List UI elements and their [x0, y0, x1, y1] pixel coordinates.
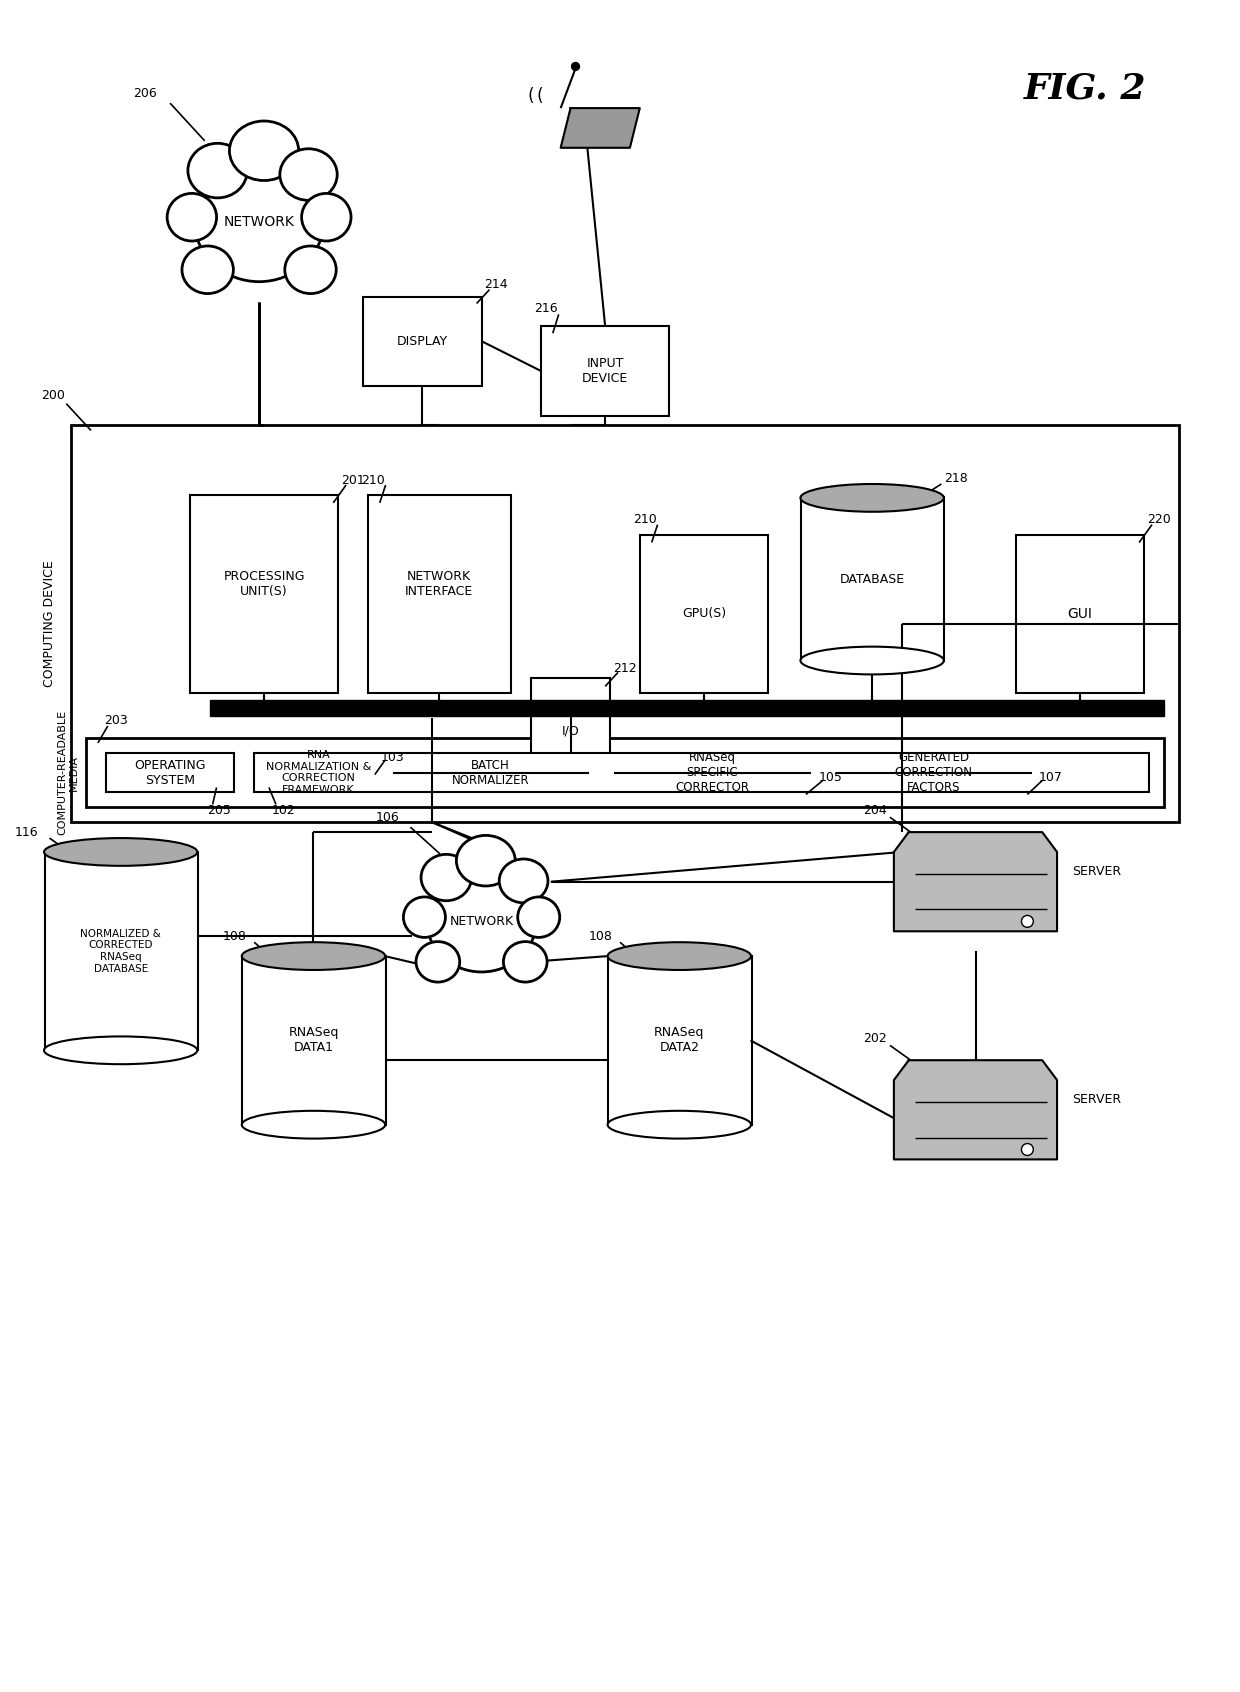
Text: 103: 103 [381, 751, 404, 765]
Text: BATCH
NORMALIZER: BATCH NORMALIZER [451, 758, 529, 787]
Text: NETWORK
INTERFACE: NETWORK INTERFACE [405, 570, 474, 599]
Text: FIG. 2: FIG. 2 [1023, 71, 1146, 105]
Text: COMPUTER-READABLE
MEDIA: COMPUTER-READABLE MEDIA [57, 711, 79, 836]
Bar [242, 956, 386, 1125]
Text: DISPLAY: DISPLAY [397, 335, 448, 347]
Bar [531, 678, 610, 782]
Bar [210, 700, 1164, 716]
Text: 108: 108 [222, 929, 247, 942]
Bar [71, 425, 1179, 822]
Text: 107: 107 [1038, 772, 1063, 783]
Text: RNASeq
DATA1: RNASeq DATA1 [288, 1027, 339, 1054]
Ellipse shape [801, 484, 944, 511]
Text: 202: 202 [863, 1032, 887, 1046]
Text: GENERATED
CORRECTION
FACTORS: GENERATED CORRECTION FACTORS [894, 751, 972, 794]
Text: NETWORK: NETWORK [450, 915, 513, 927]
Text: 206: 206 [134, 86, 157, 100]
Text: 102: 102 [272, 804, 295, 817]
Ellipse shape [188, 144, 247, 198]
Ellipse shape [280, 149, 337, 200]
Ellipse shape [608, 942, 751, 970]
Bar [86, 738, 1164, 807]
Text: 204: 204 [863, 804, 887, 817]
Ellipse shape [242, 942, 386, 970]
Polygon shape [560, 108, 640, 147]
Bar [368, 494, 511, 694]
Text: COMPUTING DEVICE: COMPUTING DEVICE [43, 560, 56, 687]
Bar [640, 535, 769, 694]
Bar [105, 753, 234, 792]
Ellipse shape [518, 897, 559, 937]
Circle shape [1022, 1144, 1033, 1156]
Text: RNASeq
DATA2: RNASeq DATA2 [655, 1027, 704, 1054]
Ellipse shape [229, 122, 299, 181]
Circle shape [1022, 915, 1033, 927]
Ellipse shape [422, 854, 471, 900]
Text: NETWORK: NETWORK [223, 215, 295, 228]
Text: RNA
NORMALIZATION &
CORRECTION
FRAMEWORK: RNA NORMALIZATION & CORRECTION FRAMEWORK [265, 750, 371, 795]
Bar [190, 494, 339, 694]
Text: 210: 210 [632, 513, 657, 526]
Ellipse shape [45, 838, 197, 866]
Ellipse shape [503, 942, 547, 981]
Ellipse shape [500, 860, 548, 904]
Ellipse shape [801, 646, 944, 675]
Text: SERVER: SERVER [1073, 1093, 1121, 1107]
Bar [363, 296, 481, 386]
Text: GPU(S): GPU(S) [682, 607, 727, 621]
Ellipse shape [301, 193, 351, 240]
Text: 218: 218 [945, 472, 968, 484]
Polygon shape [894, 832, 1056, 931]
Bar [45, 853, 198, 1051]
Text: 210: 210 [361, 474, 384, 487]
Ellipse shape [285, 245, 336, 294]
Text: 214: 214 [485, 277, 508, 291]
Ellipse shape [403, 897, 445, 937]
Text: I/O: I/O [562, 724, 579, 738]
Ellipse shape [427, 871, 536, 971]
Text: 201: 201 [341, 474, 365, 487]
Text: OPERATING
SYSTEM: OPERATING SYSTEM [134, 758, 206, 787]
Polygon shape [894, 1061, 1056, 1159]
Bar [1016, 535, 1145, 694]
Text: 212: 212 [613, 662, 637, 675]
Bar [541, 327, 670, 416]
Ellipse shape [415, 942, 460, 981]
Text: 216: 216 [534, 301, 558, 315]
Text: 220: 220 [1147, 513, 1171, 526]
Circle shape [572, 63, 579, 71]
Ellipse shape [456, 836, 515, 887]
Text: 203: 203 [104, 714, 128, 726]
Ellipse shape [608, 1112, 751, 1139]
Ellipse shape [242, 1112, 386, 1139]
Text: ((: (( [526, 88, 546, 105]
Text: RNASeq
SPECIFIC
CORRECTOR: RNASeq SPECIFIC CORRECTOR [675, 751, 749, 794]
Ellipse shape [167, 193, 217, 240]
Bar [254, 753, 1149, 792]
Text: 106: 106 [376, 810, 399, 824]
Text: INPUT
DEVICE: INPUT DEVICE [582, 357, 629, 386]
Ellipse shape [182, 245, 233, 294]
Text: 108: 108 [588, 929, 613, 942]
Text: SERVER: SERVER [1073, 865, 1121, 878]
Text: DATABASE: DATABASE [839, 572, 905, 585]
Ellipse shape [195, 162, 324, 281]
Text: PROCESSING
UNIT(S): PROCESSING UNIT(S) [223, 570, 305, 599]
Text: NORMALIZED &
CORRECTED
RNASeq
DATABASE: NORMALIZED & CORRECTED RNASeq DATABASE [81, 929, 161, 973]
Text: 200: 200 [41, 389, 66, 403]
Ellipse shape [45, 1037, 197, 1064]
Text: 205: 205 [207, 804, 232, 817]
Bar [801, 497, 945, 660]
Text: GUI: GUI [1068, 607, 1092, 621]
Bar [608, 956, 751, 1125]
Text: 105: 105 [818, 772, 842, 783]
Text: 116: 116 [15, 826, 38, 839]
